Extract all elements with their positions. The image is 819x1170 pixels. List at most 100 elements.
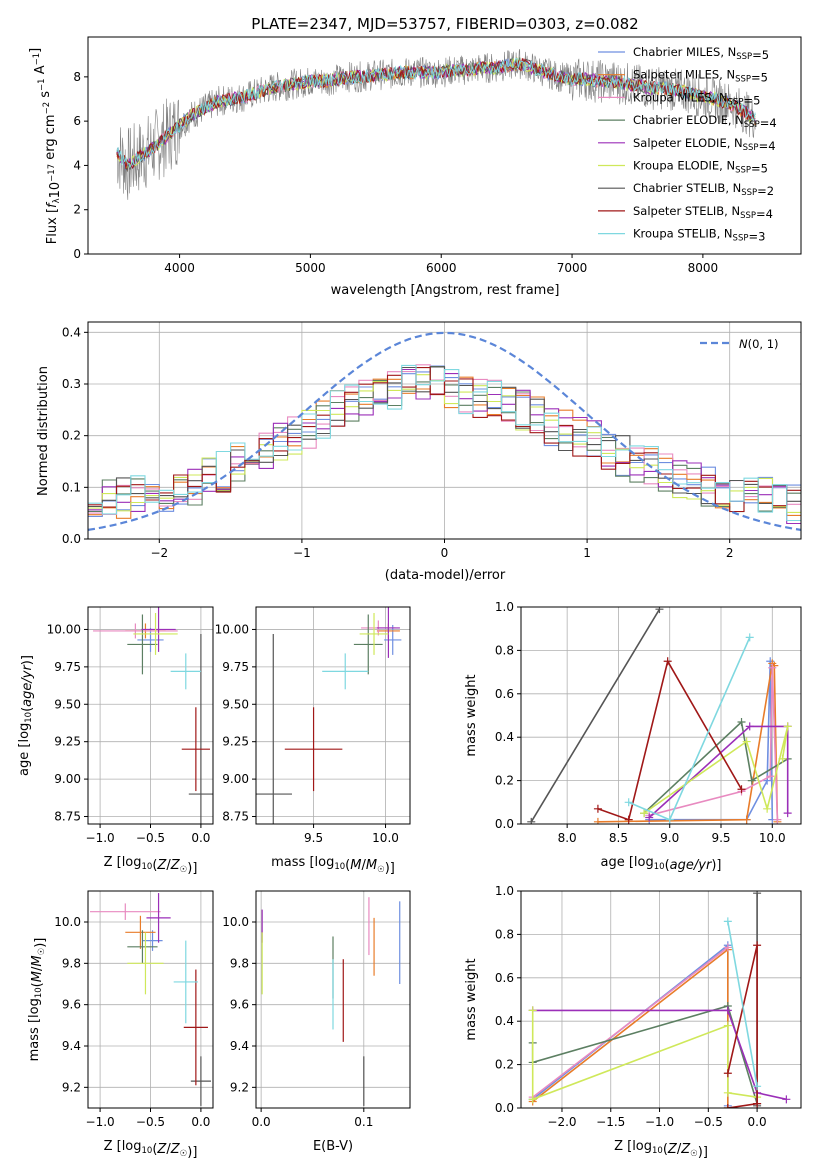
data-point-errorbar (146, 893, 171, 943)
data-point-errorbar (256, 633, 292, 824)
y-tick-label: 0.0 (495, 1101, 514, 1115)
label-part: M (30, 971, 45, 982)
x-tick-label: 7000 (557, 261, 588, 275)
chart-title: PLATE=2347, MJD=53757, FIBERID=0303, z=0… (251, 15, 638, 33)
label-part: 10 (34, 987, 44, 998)
label-part: =5 (743, 93, 760, 107)
label-part: / (30, 966, 45, 971)
axes-frame (255, 890, 411, 1109)
y-tick-label: 9.6 (62, 998, 81, 1012)
legend-entry: Kroupa MILES, NSSP=5 (633, 90, 760, 107)
label-part: Z (680, 1142, 691, 1157)
label-part: −17 (47, 164, 57, 182)
x-tick-label: 9.5 (304, 831, 323, 845)
label-part: SSP (736, 52, 752, 62)
x-tick-label: 8.5 (609, 831, 628, 845)
x-tick-label: 0.0 (748, 1115, 767, 1129)
x-tick-label: 2 (726, 546, 734, 560)
x-tick-label: 0.0 (191, 831, 210, 845)
x-tick-label: −1.0 (86, 831, 115, 845)
x-tick-label: 1 (583, 546, 591, 560)
plot-area (528, 891, 791, 1108)
label-part: SSP (733, 234, 749, 244)
label-part: ( (665, 858, 670, 873)
legend-entry: Salpeter ELODIE, NSSP=4 (633, 136, 776, 153)
label-part: Z [log (104, 855, 142, 870)
data-marker (723, 1104, 732, 1108)
legend-entry: Salpeter MILES, NSSP=5 (633, 68, 768, 85)
label-part: )] (20, 655, 35, 665)
y-tick-label: 10.0 (54, 915, 81, 929)
mass-weight-line (532, 946, 729, 1098)
y-tick-label: 8 (73, 70, 81, 84)
y-tick-label: 0.2 (62, 429, 81, 443)
label-part: =5 (751, 71, 768, 85)
y-tick-label: 9.50 (54, 697, 81, 711)
mass-weight-line (530, 608, 661, 823)
x-tick-label: −1.0 (86, 1115, 115, 1129)
data-marker (745, 633, 754, 642)
y-tick-label: 10.00 (215, 622, 249, 636)
data-point-errorbar (90, 903, 161, 920)
axes-frame (520, 890, 802, 1109)
label-part: ☉ (37, 948, 47, 956)
grid-lines (521, 606, 801, 825)
mass-weight-line (532, 1009, 787, 1101)
label-part: =4 (760, 116, 777, 130)
label-part: )] (711, 858, 721, 873)
x-tick-label: −0.5 (694, 1115, 723, 1129)
x-tick-label: 6000 (426, 261, 457, 275)
data-marker (753, 1082, 762, 1091)
data-point-errorbar (127, 932, 164, 995)
data-marker (766, 772, 775, 781)
axes-weight-vs-Z: −2.0 −1.5 −1.0 −0.5 0.0 0.0 0.2 0.4 0.6 0.8 1.0 Z [… (464, 884, 802, 1160)
data-point-errorbar (93, 623, 178, 639)
data-marker (645, 813, 654, 822)
y-axis-label: mass [log10(M/M☉)] (27, 938, 48, 1062)
plot-area (116, 49, 756, 200)
data-point-errorbar (183, 969, 208, 1086)
label-part: A (33, 65, 48, 78)
data-marker (768, 663, 777, 672)
x-tick-label: −2.0 (547, 1115, 576, 1129)
label-part: f (45, 201, 60, 208)
data-marker (723, 943, 732, 952)
x-tick-label: 5000 (295, 261, 326, 275)
plot-area (261, 897, 401, 1106)
mass-weight-line (727, 945, 758, 1108)
label-part: Z (156, 1142, 167, 1157)
y-tick-label: 9.6 (230, 998, 249, 1012)
data-point-errorbar (133, 612, 178, 655)
x-tick-label: −0.5 (136, 831, 165, 845)
label-part: Salpeter MILES, N (633, 68, 735, 82)
y-tick-label: 0.8 (495, 927, 514, 941)
label-part: Z (170, 1142, 181, 1157)
label-part: −2 (42, 102, 52, 115)
label-part: age/yr (670, 858, 713, 873)
y-tick-label: 9.8 (62, 956, 81, 970)
y-tick-label: 1.0 (495, 600, 514, 614)
label-part: Z [log (614, 1139, 652, 1154)
data-point-errorbar (181, 707, 210, 792)
label-part: / (361, 858, 366, 873)
label-part: )] (698, 1145, 708, 1160)
label-part: ☉ (377, 865, 385, 875)
label-part: =2 (757, 184, 774, 198)
data-marker (763, 804, 772, 813)
label-part: SSP (744, 120, 760, 130)
x-tick-label: 8000 (688, 261, 719, 275)
mass-weight-line (628, 637, 751, 821)
data-marker (655, 607, 664, 614)
label-part: age [log (17, 723, 32, 776)
data-marker (773, 815, 782, 824)
x-tick-label: −1.5 (596, 1115, 625, 1129)
x-axis-label: mass [log10(M/M☉)] (271, 855, 395, 876)
axes-age-vs-Z: −1.0 −0.5 0.0 8.75 9.00 9.25 9.50 9.75 10.00 Z [l… (17, 606, 214, 876)
legend-entry: Salpeter STELIB, NSSP=4 (633, 204, 773, 221)
label-part: / (166, 858, 171, 873)
residual-histogram (88, 367, 801, 513)
label-part: M (366, 858, 377, 873)
label-part: )] (187, 861, 197, 876)
y-tick-label: 9.25 (54, 735, 81, 749)
label-part: 10 (654, 862, 665, 872)
